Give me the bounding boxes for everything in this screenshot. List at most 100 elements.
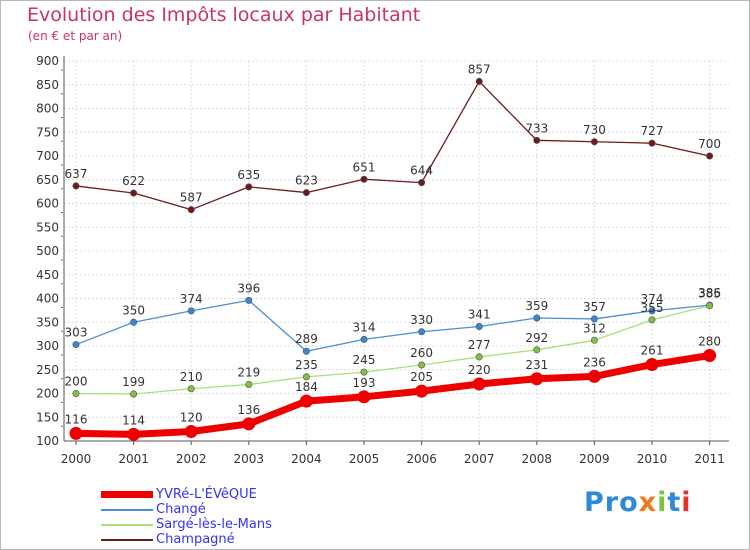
data-label-champagne: 623 [295,174,318,188]
legend-item-champagne: Champagné [101,532,421,547]
data-point-champagne [302,189,310,197]
data-label-champagne: 733 [525,121,548,135]
data-label-sarge: 245 [353,353,376,367]
logo-part: x [638,487,658,518]
data-point-sarge [648,316,656,324]
data-label-champagne: 635 [237,168,260,182]
data-label-change: 396 [237,281,260,295]
data-point-yvre [242,417,256,431]
data-point-champagne [590,138,598,146]
data-label-champagne: 644 [410,164,433,178]
data-point-change [360,335,368,343]
series-line-yvre [75,352,711,438]
data-point-yvre [703,349,717,362]
data-point-change [302,347,310,355]
data-label-change: 357 [583,300,606,314]
data-point-champagne [418,179,426,187]
data-label-yvre: 280 [698,335,721,349]
data-label-yvre: 120 [180,411,203,425]
data-point-yvre [472,377,486,391]
legend-swatch-champagne [101,539,153,541]
x-tick-label: 2004 [291,452,322,466]
series-line-sarge [75,304,710,395]
y-tick-label: 450 [36,268,59,282]
data-label-yvre: 205 [410,370,433,384]
data-label-yvre: 236 [583,355,606,369]
data-point-change [590,315,598,323]
x-tick-label: 2002 [176,452,207,466]
data-label-sarge: 385 [698,287,721,301]
y-tick-label: 400 [36,292,59,306]
data-label-change: 386 [698,286,721,300]
data-point-sarge [245,380,253,388]
chart-title: Evolution des Impôts locaux par Habitant [27,4,421,26]
data-point-champagne [533,136,541,144]
data-point-yvre [299,394,313,408]
x-tick-label: 2000 [61,452,92,466]
data-label-champagne: 622 [122,174,145,188]
y-tick-label: 200 [36,387,59,401]
data-label-champagne: 727 [641,124,664,138]
x-tick-label: 2011 [694,452,725,466]
data-label-champagne: 730 [583,123,606,137]
legend-swatch-sarge [101,524,153,526]
data-label-sarge: 210 [180,370,203,384]
data-label-champagne: 637 [65,167,88,181]
legend-label-sarge: Sargé-lès-le-Mans [156,517,272,532]
data-point-sarge [533,346,541,354]
data-label-change: 314 [353,320,376,334]
data-label-yvre: 231 [525,358,548,372]
data-label-yvre: 184 [295,380,318,394]
data-point-sarge [590,336,598,344]
data-label-sarge: 277 [468,338,491,352]
data-label-champagne: 651 [353,160,376,174]
series-line-champagne [75,80,710,211]
data-point-champagne [475,77,483,85]
y-tick-label: 250 [36,363,59,377]
y-tick-label: 750 [36,125,59,139]
data-point-champagne [648,139,656,147]
data-label-change: 359 [525,299,548,313]
data-point-sarge [360,368,368,376]
data-point-sarge [72,389,80,397]
legend-label-change: Changé [156,502,206,517]
legend: YVRé-L'ÉVêQUE Changé Sargé-lès-le-Mans C… [101,487,421,547]
data-point-sarge [418,361,426,369]
data-point-change [475,323,483,331]
y-tick-label: 300 [36,339,59,353]
data-label-sarge: 355 [641,301,664,315]
data-point-yvre [645,358,659,372]
y-tick-label: 350 [36,315,59,329]
data-label-yvre: 114 [122,413,145,427]
data-label-champagne: 857 [468,62,491,76]
data-point-sarge [475,353,483,361]
data-label-sarge: 312 [583,321,606,335]
x-tick-label: 2007 [464,452,495,466]
data-label-yvre: 220 [468,363,491,377]
data-label-sarge: 292 [525,331,548,345]
legend-swatch-change [101,509,153,511]
legend-item-yvre: YVRé-L'ÉVêQUE [101,487,421,502]
data-label-champagne: 587 [180,191,203,205]
data-label-sarge: 235 [295,358,318,372]
data-point-sarge [302,373,310,381]
data-point-change [533,314,541,322]
data-point-champagne [187,206,195,214]
data-label-change: 303 [65,326,88,340]
data-point-change [418,328,426,336]
data-point-sarge [706,302,714,310]
data-label-change: 374 [180,292,203,306]
y-tick-label: 100 [36,434,59,448]
data-label-sarge: 200 [65,375,88,389]
data-point-change [72,341,80,349]
data-point-change [187,307,195,315]
y-tick-label: 850 [36,78,59,92]
data-point-change [648,307,656,315]
x-tick-label: 2001 [118,452,149,466]
data-point-yvre [357,390,371,404]
data-point-yvre [530,372,544,386]
data-point-change [245,296,253,304]
logo-part: Pro [584,487,639,518]
data-label-yvre: 193 [353,376,376,390]
data-label-change: 374 [641,292,664,306]
